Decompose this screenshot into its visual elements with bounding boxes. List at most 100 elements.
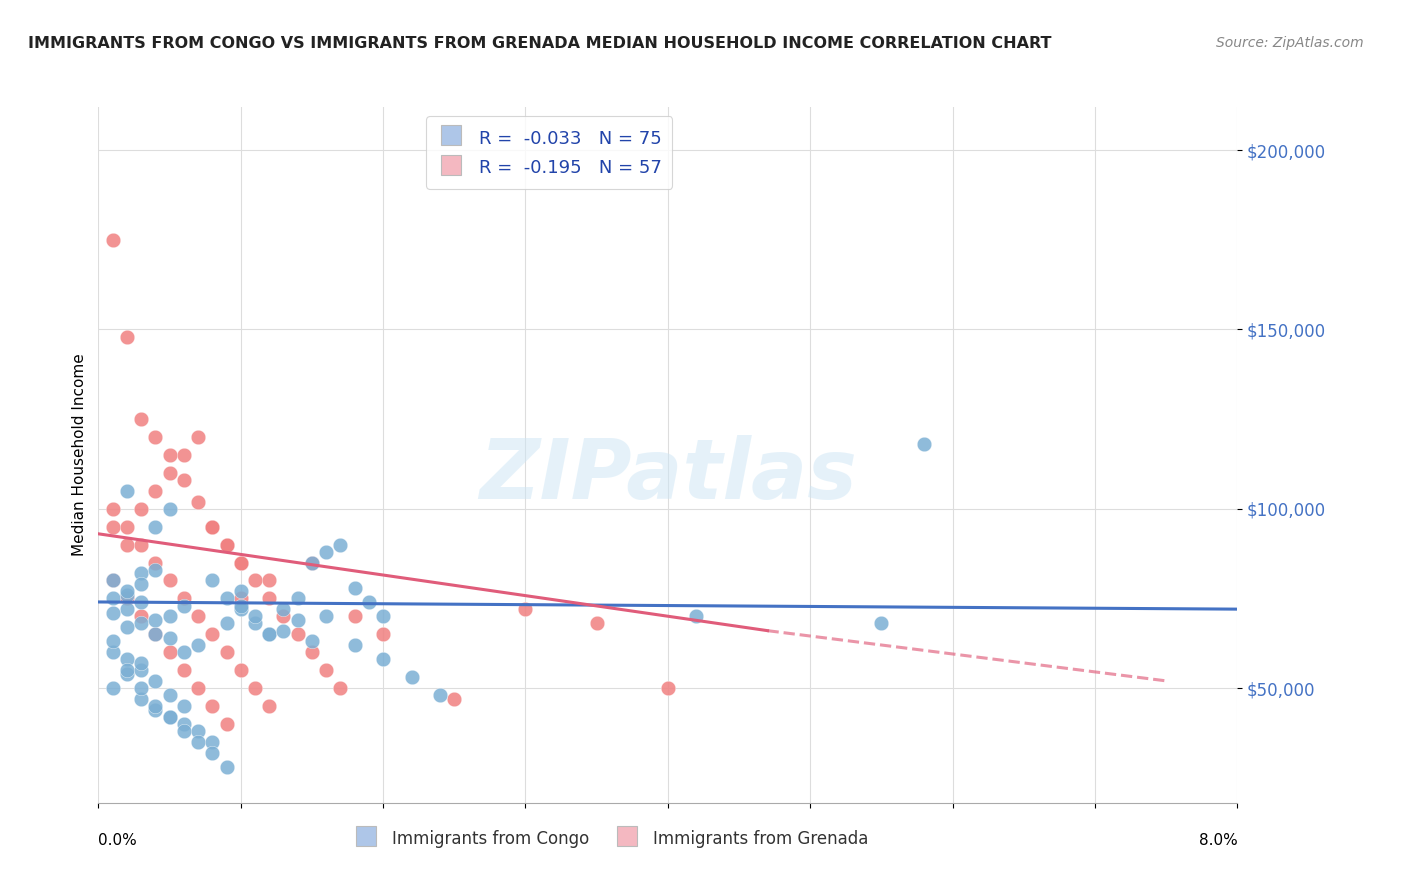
Point: [201, 746, 224, 760]
Point: [201, 698, 224, 713]
Point: [173, 591, 195, 606]
Point: [585, 616, 607, 631]
Point: [115, 666, 138, 681]
Point: [101, 574, 124, 588]
Point: [145, 563, 167, 577]
Point: [315, 545, 337, 559]
Point: [229, 602, 252, 616]
Point: [159, 501, 181, 516]
Point: [229, 599, 252, 613]
Point: [115, 652, 138, 666]
Point: [145, 698, 167, 713]
Point: [159, 609, 181, 624]
Point: [173, 717, 195, 731]
Point: [173, 473, 195, 487]
Point: [243, 681, 266, 695]
Point: [315, 609, 337, 624]
Point: [229, 584, 252, 599]
Point: [215, 538, 238, 552]
Point: [145, 556, 167, 570]
Point: [273, 624, 295, 638]
Point: [343, 609, 366, 624]
Point: [201, 574, 224, 588]
Point: [129, 663, 152, 677]
Point: [429, 688, 451, 702]
Point: [301, 634, 323, 648]
Point: [259, 591, 281, 606]
Point: [101, 501, 124, 516]
Point: [115, 620, 138, 634]
Point: [187, 735, 209, 749]
Point: [215, 591, 238, 606]
Point: [229, 591, 252, 606]
Point: [145, 519, 167, 533]
Point: [243, 609, 266, 624]
Point: [401, 670, 423, 684]
Point: [159, 466, 181, 480]
Point: [159, 574, 181, 588]
Point: [115, 329, 138, 343]
Point: [215, 760, 238, 774]
Point: [215, 616, 238, 631]
Point: [443, 691, 465, 706]
Point: [145, 483, 167, 498]
Point: [101, 574, 124, 588]
Point: [145, 673, 167, 688]
Point: [173, 663, 195, 677]
Point: [201, 519, 224, 533]
Point: [115, 588, 138, 602]
Point: [159, 631, 181, 645]
Point: [115, 538, 138, 552]
Point: [243, 574, 266, 588]
Point: [115, 584, 138, 599]
Point: [129, 412, 152, 426]
Point: [145, 627, 167, 641]
Point: [215, 717, 238, 731]
Point: [173, 645, 195, 659]
Point: [129, 656, 152, 670]
Point: [287, 627, 309, 641]
Point: [329, 538, 352, 552]
Point: [129, 609, 152, 624]
Point: [371, 627, 394, 641]
Point: [101, 634, 124, 648]
Point: [259, 574, 281, 588]
Point: [515, 602, 537, 616]
Point: [215, 645, 238, 659]
Point: [159, 710, 181, 724]
Point: [159, 645, 181, 659]
Point: [343, 638, 366, 652]
Point: [129, 595, 152, 609]
Point: [129, 691, 152, 706]
Point: [101, 233, 124, 247]
Point: [259, 627, 281, 641]
Point: [145, 613, 167, 627]
Point: [187, 430, 209, 444]
Point: [129, 566, 152, 581]
Point: [115, 663, 138, 677]
Point: [115, 519, 138, 533]
Point: [329, 681, 352, 695]
Y-axis label: Median Household Income: Median Household Income: [72, 353, 87, 557]
Point: [101, 681, 124, 695]
Point: [129, 681, 152, 695]
Point: [201, 735, 224, 749]
Point: [187, 724, 209, 739]
Point: [259, 698, 281, 713]
Text: Source: ZipAtlas.com: Source: ZipAtlas.com: [1216, 36, 1364, 50]
Text: 8.0%: 8.0%: [1198, 833, 1237, 848]
Point: [287, 613, 309, 627]
Point: [287, 591, 309, 606]
Text: ZIPatlas: ZIPatlas: [479, 435, 856, 516]
Point: [159, 710, 181, 724]
Point: [159, 688, 181, 702]
Point: [115, 591, 138, 606]
Point: [343, 581, 366, 595]
Point: [870, 616, 893, 631]
Legend: Immigrants from Congo, Immigrants from Grenada: Immigrants from Congo, Immigrants from G…: [346, 820, 876, 857]
Point: [115, 602, 138, 616]
Point: [187, 609, 209, 624]
Point: [229, 663, 252, 677]
Point: [229, 556, 252, 570]
Point: [215, 538, 238, 552]
